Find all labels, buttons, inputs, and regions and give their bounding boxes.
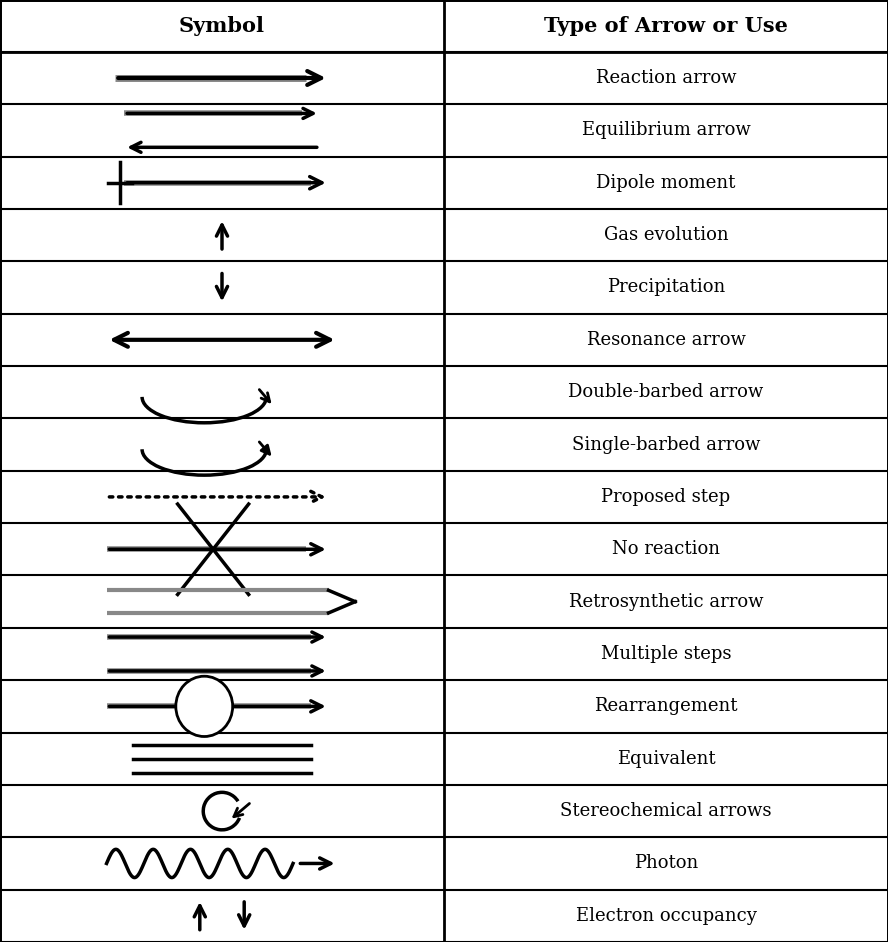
Text: No reaction: No reaction [612, 541, 720, 559]
Text: Proposed step: Proposed step [601, 488, 731, 506]
Text: Electron occupancy: Electron occupancy [575, 907, 757, 925]
Text: Photon: Photon [634, 854, 698, 872]
Text: Rearrangement: Rearrangement [594, 697, 738, 715]
Circle shape [176, 676, 233, 737]
Text: Symbol: Symbol [179, 16, 265, 36]
Text: Precipitation: Precipitation [607, 279, 725, 297]
Text: Retrosynthetic arrow: Retrosynthetic arrow [568, 593, 764, 610]
Text: Equivalent: Equivalent [616, 750, 716, 768]
Text: Single-barbed arrow: Single-barbed arrow [572, 435, 760, 453]
Text: Resonance arrow: Resonance arrow [587, 331, 745, 349]
Text: Equilibrium arrow: Equilibrium arrow [582, 122, 750, 139]
Text: Double-barbed arrow: Double-barbed arrow [568, 383, 764, 401]
Text: Type of Arrow or Use: Type of Arrow or Use [544, 16, 788, 36]
Text: Gas evolution: Gas evolution [604, 226, 728, 244]
Text: Stereochemical arrows: Stereochemical arrows [560, 802, 772, 820]
Text: Multiple steps: Multiple steps [601, 645, 731, 663]
Text: Dipole moment: Dipole moment [597, 173, 735, 192]
Text: Reaction arrow: Reaction arrow [596, 69, 736, 87]
